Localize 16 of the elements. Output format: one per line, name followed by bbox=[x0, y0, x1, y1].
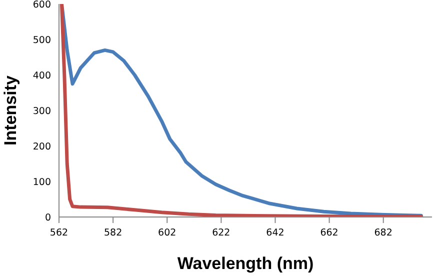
x-axis-title: Wavelength (nm) bbox=[177, 254, 314, 273]
x-tick-label: 642 bbox=[266, 228, 284, 239]
x-tick-label: 562 bbox=[50, 228, 68, 239]
y-tick-label: 200 bbox=[32, 141, 51, 152]
y-axis-title: Intensity bbox=[1, 75, 20, 146]
y-tick-label: 100 bbox=[32, 176, 51, 188]
y-tick-label: 300 bbox=[32, 106, 51, 117]
y-tick-label: 400 bbox=[32, 70, 51, 82]
x-tick-label: 662 bbox=[320, 228, 338, 239]
x-tick-label: 682 bbox=[374, 228, 392, 239]
x-tick-label: 622 bbox=[212, 228, 230, 239]
y-tick-label: 0 bbox=[44, 212, 51, 224]
x-tick-label: 582 bbox=[104, 228, 122, 239]
y-tick-label: 600 bbox=[32, 0, 51, 10]
y-tick-label: 500 bbox=[32, 34, 51, 46]
x-tick-label: 602 bbox=[158, 228, 176, 239]
